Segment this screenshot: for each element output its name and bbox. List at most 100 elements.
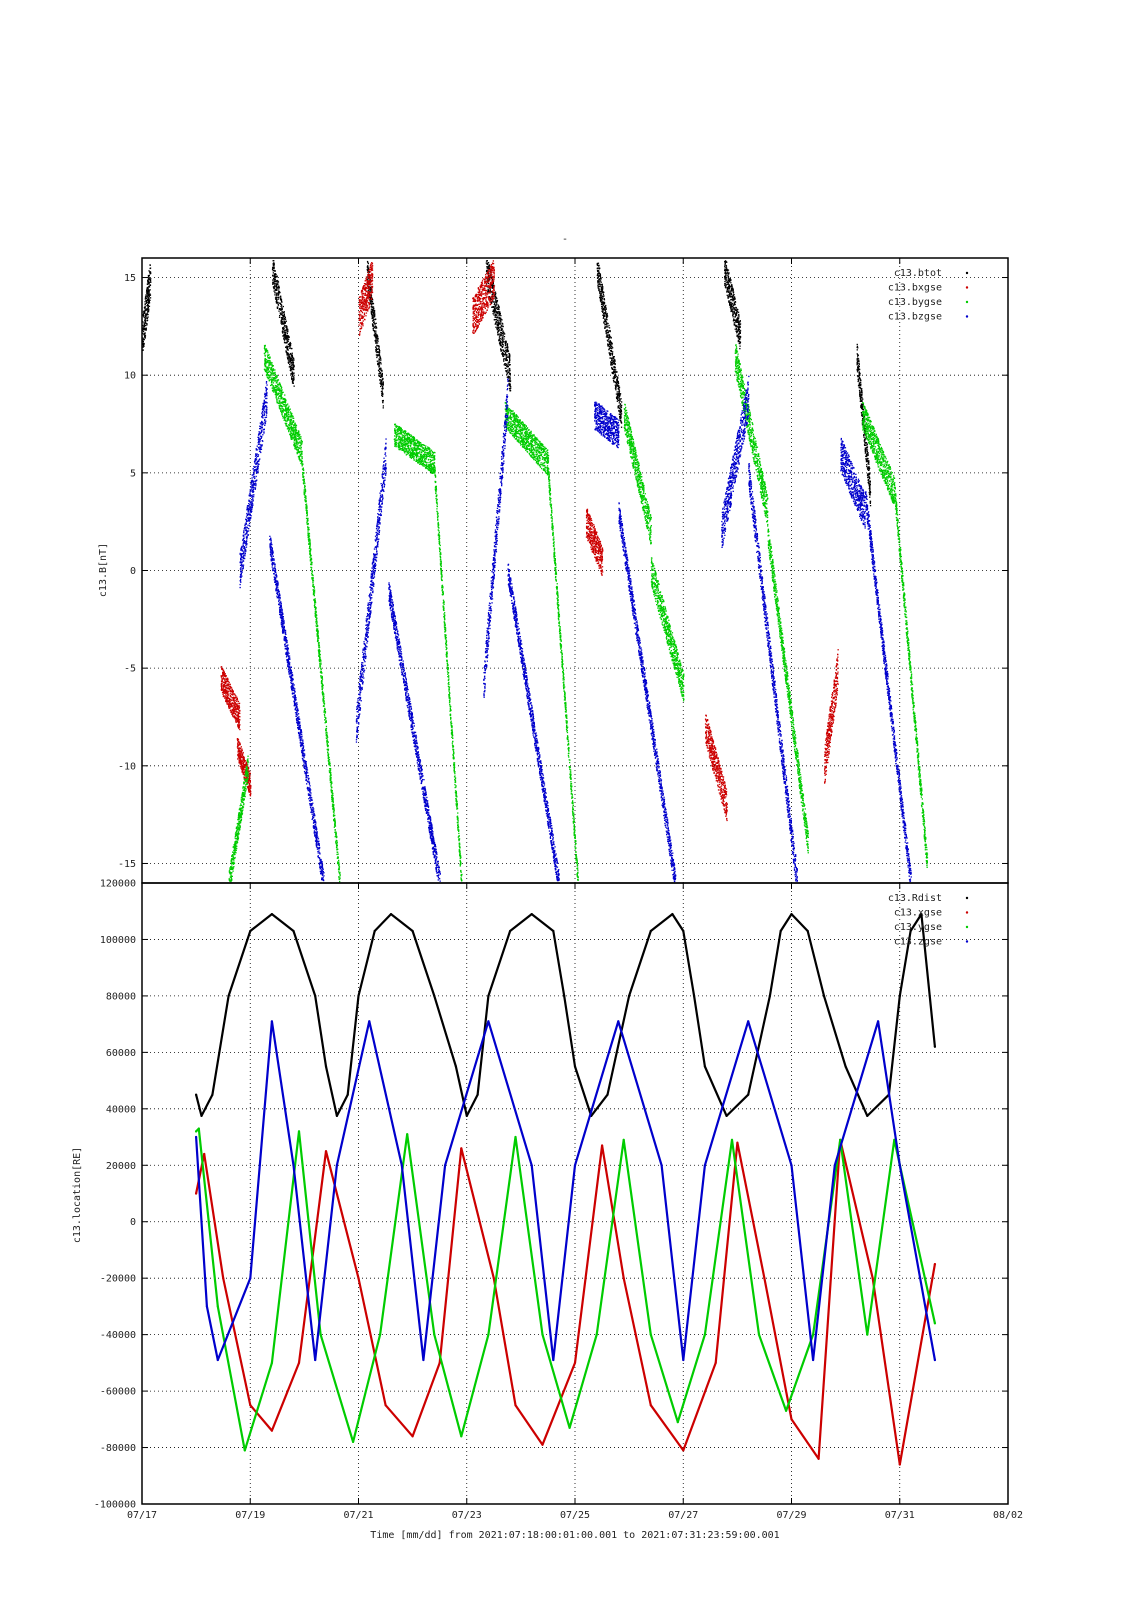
b-point-0-1 xyxy=(286,333,288,335)
b-point-1-3 xyxy=(477,321,479,324)
b-point-0-1 xyxy=(291,372,293,375)
b-point-0-4 xyxy=(604,309,606,311)
b-point-1-4 xyxy=(599,545,601,547)
b-point-0-6 xyxy=(864,430,866,432)
b-point-1-4 xyxy=(598,551,600,554)
b-point-0-3 xyxy=(487,282,490,285)
b-point-1-0 xyxy=(221,666,223,668)
b-point-1-2 xyxy=(361,308,363,310)
b-point-1-4 xyxy=(588,519,591,521)
b-point-0-3 xyxy=(497,312,499,314)
b-point-0-3 xyxy=(489,287,491,290)
b-point-1-3 xyxy=(479,303,481,305)
b-point-0-3 xyxy=(497,324,499,326)
b-point-0-4 xyxy=(619,398,621,400)
b-point-0-0 xyxy=(142,349,144,351)
b-point-1-2 xyxy=(358,319,360,321)
b-point-1-0 xyxy=(231,691,234,693)
b-point-0-4 xyxy=(614,387,617,389)
b-point-0-0 xyxy=(149,284,152,286)
b-point-0-0 xyxy=(142,330,145,333)
b-point-0-1 xyxy=(286,328,288,330)
b-point-0-5 xyxy=(730,301,732,304)
b-point-1-3 xyxy=(478,311,480,313)
b-point-0-2 xyxy=(380,367,382,370)
b-point-0-3 xyxy=(497,323,499,325)
b-point-1-2 xyxy=(370,267,372,269)
b-point-0-0 xyxy=(149,280,152,282)
b-point-0-0 xyxy=(144,301,146,303)
b-point-1-1 xyxy=(241,753,244,755)
b-point-0-4 xyxy=(599,296,601,299)
b-point-0-3 xyxy=(498,313,500,316)
b-point-0-1 xyxy=(280,317,283,319)
b-point-0-6 xyxy=(865,436,867,439)
b-point-0-0 xyxy=(149,264,151,266)
b-point-0-4 xyxy=(605,331,607,333)
b-point-1-5 xyxy=(715,780,717,782)
b-point-0-4 xyxy=(610,361,612,364)
b-point-1-3 xyxy=(493,280,495,282)
b-point-1-0 xyxy=(225,685,227,687)
b-point-0-4 xyxy=(620,405,622,407)
b-point-1-3 xyxy=(483,285,486,287)
b-point-0-1 xyxy=(289,347,291,349)
b-point-1-3 xyxy=(482,297,484,299)
b-point-0-1 xyxy=(289,358,292,360)
b-point-1-3 xyxy=(492,291,494,293)
b-point-1-3 xyxy=(485,284,487,286)
b-point-1-4 xyxy=(587,514,589,516)
b-point-0-1 xyxy=(283,313,285,315)
b-point-1-3 xyxy=(475,316,478,318)
b-point-0-4 xyxy=(609,348,611,350)
b-point-0-5 xyxy=(728,291,730,294)
b-point-0-2 xyxy=(376,351,378,354)
b-point-0-1 xyxy=(283,321,286,324)
b-point-1-4 xyxy=(587,528,589,530)
b-point-0-3 xyxy=(487,262,489,264)
b-point-1-3 xyxy=(485,296,487,299)
b-point-0-2 xyxy=(375,354,378,356)
b-point-0-3 xyxy=(509,387,511,390)
b-point-0-3 xyxy=(488,275,490,277)
b-point-0-4 xyxy=(607,322,609,325)
b-point-0-6 xyxy=(868,461,870,463)
b-point-1-2 xyxy=(367,308,369,311)
b-point-0-3 xyxy=(495,307,497,309)
b-point-1-1 xyxy=(242,757,244,760)
b-point-1-3 xyxy=(484,277,486,279)
b-point-0-2 xyxy=(373,309,376,312)
b-point-1-3 xyxy=(483,297,485,299)
b-point-0-0 xyxy=(145,294,147,296)
b-point-0-2 xyxy=(380,369,382,371)
b-point-1-0 xyxy=(225,691,228,693)
b-point-1-2 xyxy=(362,286,364,288)
b-point-0-4 xyxy=(605,307,607,309)
b-point-0-1 xyxy=(285,342,287,344)
b-point-0-3 xyxy=(500,334,502,336)
b-point-0-1 xyxy=(291,374,293,376)
b-point-1-2 xyxy=(358,300,361,302)
b-point-0-0 xyxy=(148,309,150,311)
b-point-1-0 xyxy=(227,692,229,695)
b-point-0-3 xyxy=(505,358,507,360)
b-point-0-5 xyxy=(725,273,727,275)
b-point-0-2 xyxy=(372,325,374,327)
b-point-0-1 xyxy=(290,364,292,366)
b-point-0-4 xyxy=(620,411,623,413)
b-point-1-3 xyxy=(481,282,484,284)
b-point-0-5 xyxy=(732,296,734,298)
b-point-0-1 xyxy=(278,291,280,293)
b-point-1-2 xyxy=(364,289,367,291)
b-point-0-0 xyxy=(144,332,146,334)
b-point-1-4 xyxy=(597,552,599,554)
b-point-1-3 xyxy=(476,304,479,306)
b-point-0-2 xyxy=(375,350,377,353)
b-point-0-0 xyxy=(144,308,146,310)
b-point-1-4 xyxy=(595,532,597,534)
b-point-0-5 xyxy=(732,292,735,294)
b-point-0-1 xyxy=(275,273,277,275)
b-point-0-2 xyxy=(378,354,380,356)
b-point-1-2 xyxy=(364,306,366,309)
b-point-1-0 xyxy=(239,728,241,731)
